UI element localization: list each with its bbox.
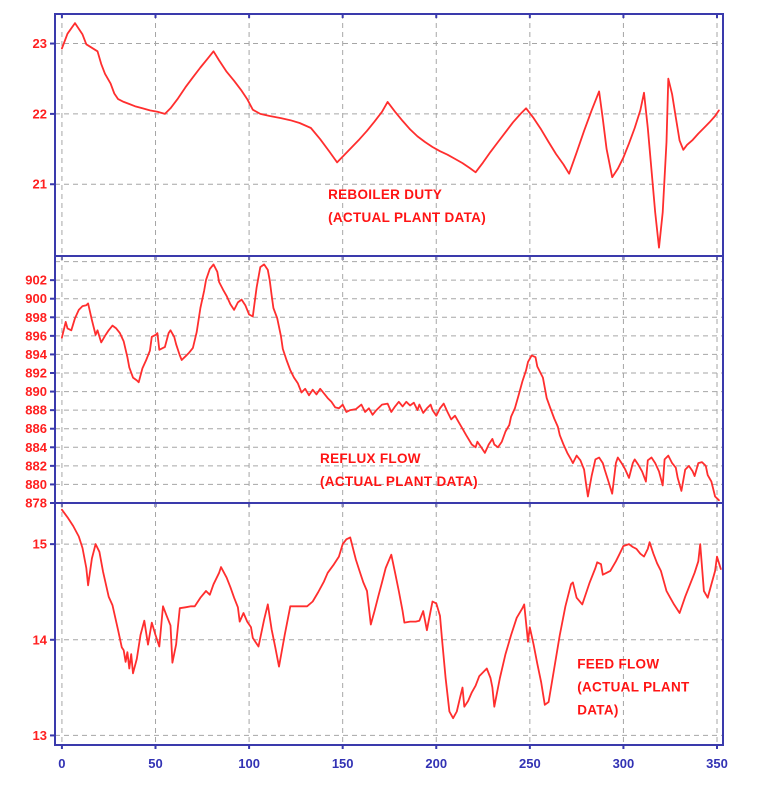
x-gridlines — [61, 14, 718, 256]
x-tick-label: 250 — [519, 756, 541, 771]
x-tick-label: 50 — [148, 756, 162, 771]
panel-frame — [54, 502, 724, 746]
annotation-line: REFLUX FLOW — [320, 451, 421, 466]
y-axis-labels: 878 880 882 884 886 888 890 892 894 896 898 900 902 — [25, 273, 55, 511]
annotation-line: (ACTUAL PLANT DATA) — [328, 210, 486, 225]
y-tick-label: 900 — [25, 291, 47, 306]
y-tick-label: 13 — [33, 728, 47, 743]
x-ticks — [60, 745, 719, 749]
x-axis-labels: 0 50 100 150 200 250 300 350 — [58, 756, 728, 771]
y-tick-label: 882 — [25, 458, 47, 473]
annotation-line: FEED FLOW — [577, 656, 659, 671]
y-tick-label: 15 — [33, 537, 47, 552]
annotation-reboiler-duty: REBOILER DUTY (ACTUAL PLANT DATA) — [328, 187, 486, 225]
y-axis-labels: 13 14 15 — [33, 537, 55, 743]
y-axis-labels: 21 22 23 — [33, 36, 55, 192]
y-gridlines — [55, 43, 723, 185]
x-tick-label: 300 — [613, 756, 635, 771]
series-line-feed-flow — [61, 508, 722, 720]
y-tick-label: 898 — [25, 310, 47, 325]
x-tick-label: 200 — [425, 756, 447, 771]
annotation-feed-flow: FEED FLOW (ACTUAL PLANT DATA) — [577, 656, 690, 717]
y-gridlines — [55, 543, 723, 736]
annotation-line: DATA) — [577, 702, 619, 717]
y-gridlines — [55, 261, 723, 485]
y-tick-label: 902 — [25, 273, 47, 288]
y-tick-label: 880 — [25, 477, 47, 492]
annotation-line: REBOILER DUTY — [328, 187, 442, 202]
x-tick-label: 0 — [58, 756, 65, 771]
y-tick-label: 14 — [33, 632, 48, 647]
x-tick-label: 100 — [238, 756, 260, 771]
annotation-line: (ACTUAL PLANT — [577, 679, 690, 694]
y-tick-label: 896 — [25, 328, 47, 343]
x-tick-label: 150 — [332, 756, 354, 771]
annotation-reflux-flow: REFLUX FLOW (ACTUAL PLANT DATA) — [320, 451, 478, 489]
y-tick-label: 884 — [25, 440, 47, 455]
y-tick-label: 23 — [33, 36, 47, 51]
series-line-reflux-flow — [61, 263, 720, 502]
y-tick-label: 894 — [25, 347, 47, 362]
y-tick-label: 886 — [25, 421, 47, 436]
y-tick-label: 890 — [25, 384, 47, 399]
panel-feed-flow: 13 14 15 FEED FLOW (ACTUAL PLANT DATA) — [33, 502, 724, 749]
y-tick-label: 21 — [33, 177, 47, 192]
y-tick-label: 22 — [33, 106, 47, 121]
series-line-reboiler-duty — [61, 22, 720, 249]
y-tick-label: 892 — [25, 366, 47, 381]
annotation-line: (ACTUAL PLANT DATA) — [320, 474, 478, 489]
x-tick-label: 350 — [706, 756, 728, 771]
y-tick-label: 888 — [25, 403, 47, 418]
y-tick-label: 878 — [25, 496, 47, 511]
